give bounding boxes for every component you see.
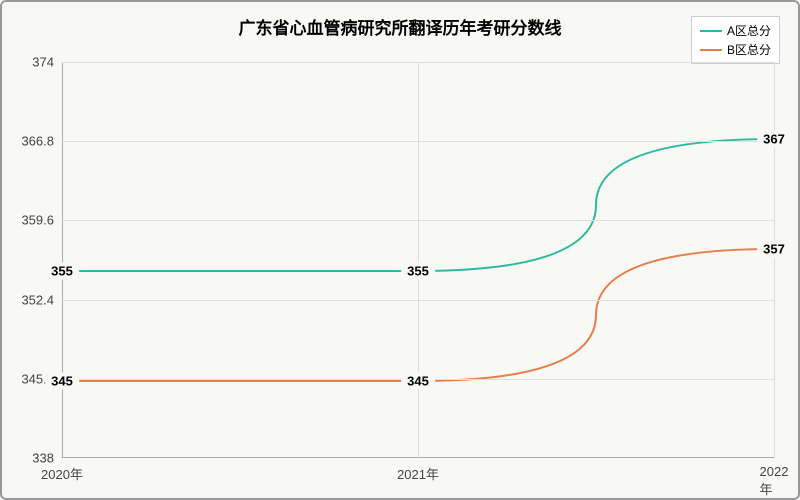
y-tick-label: 359.6	[21, 213, 62, 228]
data-label: 345	[45, 373, 79, 390]
chart-title: 广东省心血管病研究所翻译历年考研分数线	[239, 14, 562, 39]
y-tick-label: 352.4	[21, 292, 62, 307]
grid-line-v	[418, 62, 419, 458]
data-label: 355	[401, 263, 435, 280]
x-tick-label: 2020年	[41, 458, 83, 483]
legend-swatch-a	[700, 30, 722, 32]
data-label: 357	[757, 241, 791, 258]
grid-line-v	[774, 62, 775, 458]
y-tick-label: 374	[32, 55, 62, 70]
x-tick-label: 2022年	[760, 458, 789, 498]
legend: A区总分 B区总分	[691, 16, 780, 64]
y-tick-label: 366.8	[21, 134, 62, 149]
data-label: 367	[757, 131, 791, 148]
legend-swatch-b	[700, 49, 722, 51]
data-label: 355	[45, 263, 79, 280]
chart-container: 广东省心血管病研究所翻译历年考研分数线 A区总分 B区总分 338345.235…	[0, 0, 800, 500]
legend-item-b: B区总分	[700, 40, 771, 59]
legend-label-a: A区总分	[727, 22, 771, 39]
data-label: 345	[401, 373, 435, 390]
legend-item-a: A区总分	[700, 21, 771, 40]
plot-area: 338345.2352.4359.6366.83742020年2021年2022…	[62, 62, 774, 458]
x-tick-label: 2021年	[397, 458, 439, 483]
legend-label-b: B区总分	[727, 41, 771, 58]
